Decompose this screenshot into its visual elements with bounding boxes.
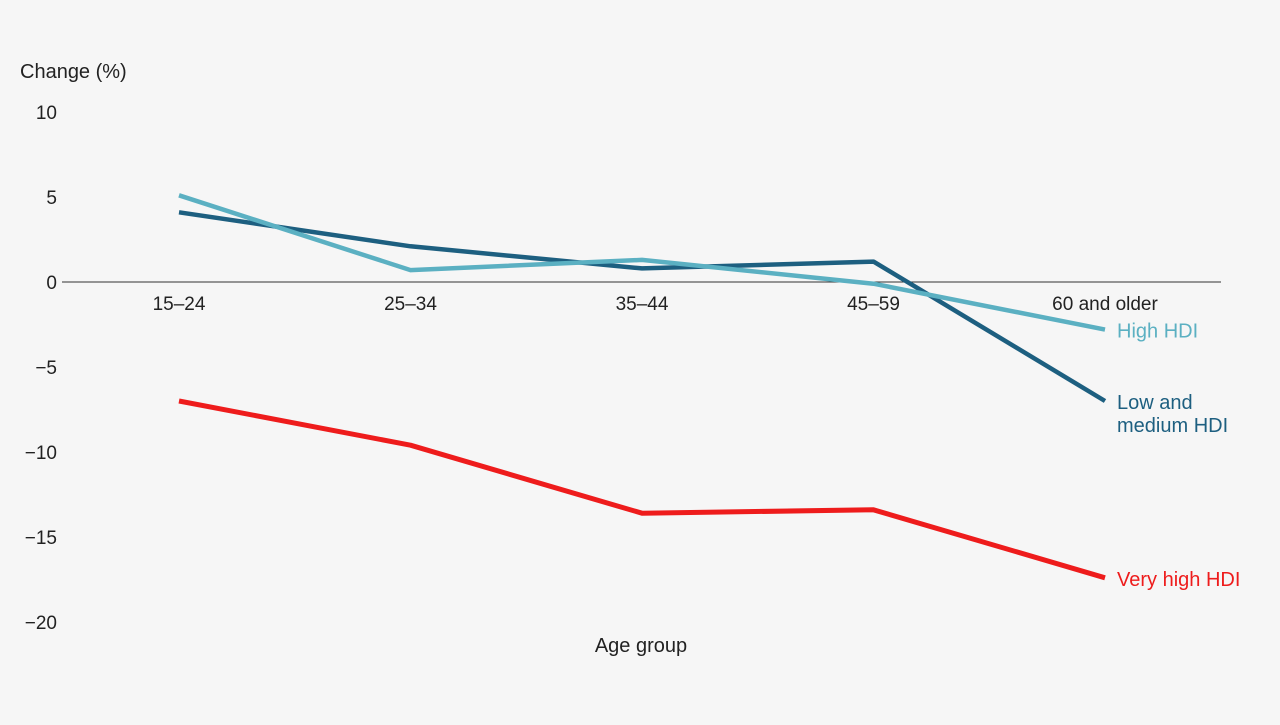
series-lines <box>178 193 1107 581</box>
series-label: High HDI <box>1117 321 1198 343</box>
y-tick-label: −15 <box>25 528 57 549</box>
x-tick-label: 35–44 <box>616 294 669 315</box>
y-tick-label: −20 <box>25 613 57 634</box>
series-label: Very high HDI <box>1117 569 1240 591</box>
series-line <box>178 210 1107 403</box>
y-axis-ticks: 10 5 0 −5 −10 −15 −20 <box>25 103 57 634</box>
y-tick-label: 10 <box>36 103 57 124</box>
x-tick-label: 60 and older <box>1052 294 1158 315</box>
y-tick-label: 5 <box>46 188 57 209</box>
x-axis-ticks: 15–24 25–34 35–44 45–59 60 and older <box>153 294 1159 315</box>
y-tick-label: 0 <box>46 273 57 294</box>
x-tick-label: 25–34 <box>384 294 437 315</box>
y-axis-label: Change (%) <box>20 61 127 83</box>
x-tick-label: 15–24 <box>153 294 206 315</box>
x-axis-label: Age group <box>595 635 687 657</box>
y-tick-label: −5 <box>35 358 57 379</box>
series-label: medium HDI <box>1117 415 1228 437</box>
series-line <box>178 193 1106 332</box>
x-tick-label: 45–59 <box>847 294 900 315</box>
series-label: Low and <box>1117 392 1193 414</box>
y-tick-label: −10 <box>25 443 57 464</box>
series-line <box>178 398 1106 581</box>
